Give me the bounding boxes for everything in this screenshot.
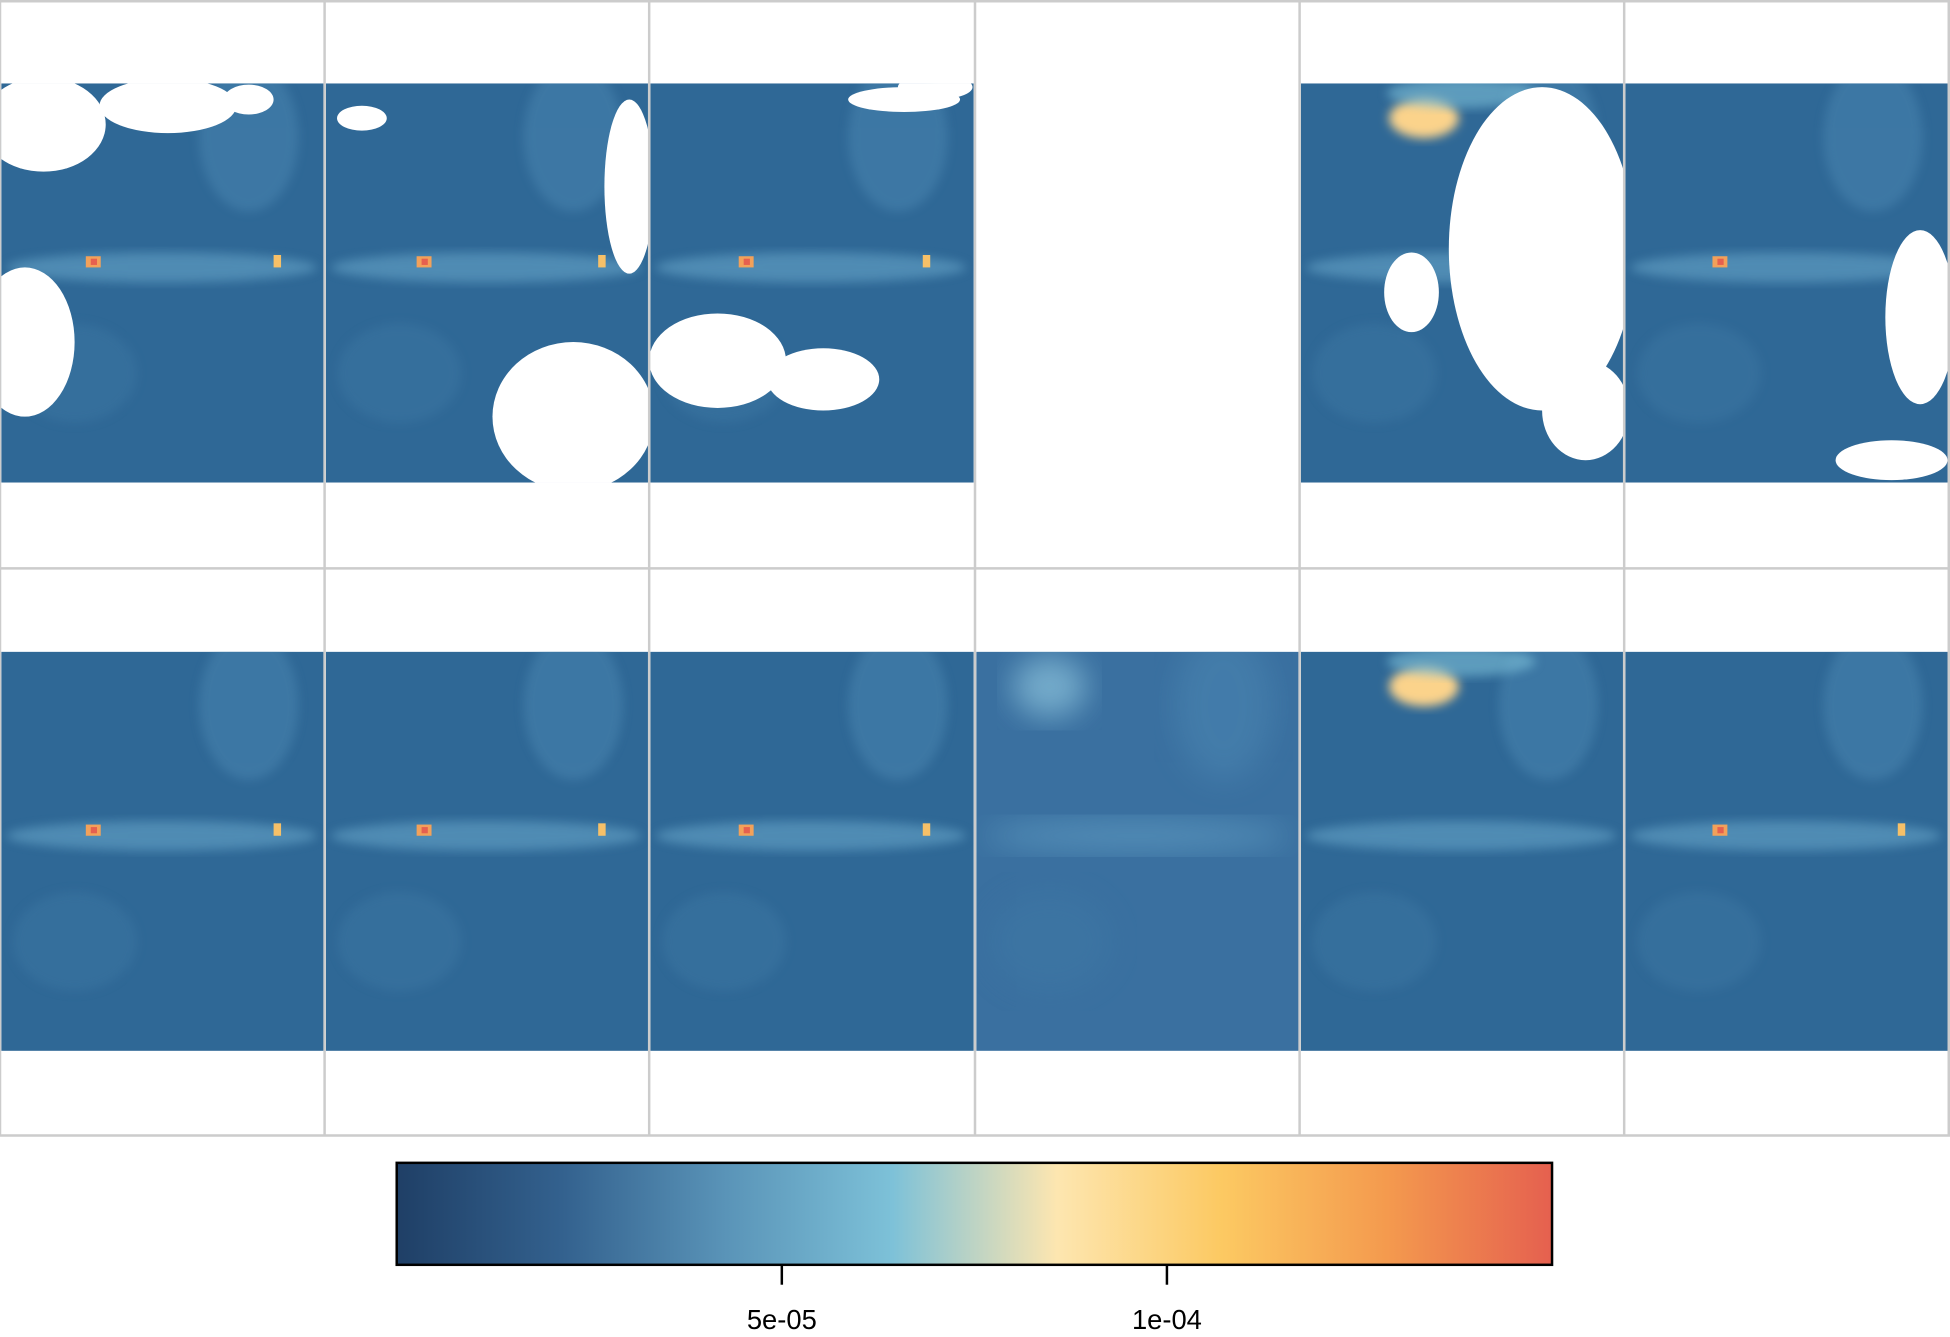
plume [1389, 98, 1459, 139]
map-panel [976, 651, 1300, 1051]
hotspot [273, 823, 282, 836]
missing-data [1542, 360, 1625, 461]
missing-data [897, 83, 973, 100]
plume-band [337, 323, 462, 423]
plume [1386, 83, 1536, 109]
plume-band [655, 252, 967, 283]
map-panel [1625, 651, 1949, 1051]
plume-band [1173, 651, 1274, 780]
plume-band [6, 820, 318, 851]
map-panel [1300, 651, 1625, 1051]
map-panel [1, 651, 325, 1051]
missing-data [1448, 87, 1625, 411]
panel-borders [0, 0, 1950, 1137]
hotspot [922, 254, 931, 268]
map-panel [1300, 83, 1625, 483]
map-panel [650, 83, 974, 483]
plume-band [523, 651, 624, 780]
plume [1386, 651, 1536, 677]
plume-band [661, 891, 786, 992]
plume-band [1823, 651, 1923, 780]
hotspot [1717, 827, 1724, 834]
plume-band [987, 891, 1112, 992]
colorbar: 5e-05 1e-04 [395, 1161, 1554, 1335]
plume-band [337, 891, 462, 992]
hotspot [421, 258, 428, 265]
plume-band [1823, 83, 1923, 212]
plume-band [848, 651, 948, 780]
map-panel [1625, 83, 1949, 483]
plume-band [981, 820, 1293, 851]
missing-data [1, 83, 106, 172]
colorbar-tick-label: 1e-04 [1132, 1304, 1202, 1335]
plume-band [1630, 820, 1942, 851]
hotspot [90, 827, 98, 834]
map-panel [325, 651, 650, 1051]
map-panel [650, 651, 974, 1051]
plume-band [1498, 651, 1599, 780]
plume-band [1305, 820, 1617, 851]
colorbar-tick-label: 5e-05 [747, 1304, 817, 1335]
hotspot [598, 254, 606, 268]
plume-band [12, 891, 137, 992]
plume-band [1636, 323, 1761, 423]
map-panels [1, 83, 1949, 1051]
hotspot [922, 823, 931, 836]
plume [1389, 666, 1459, 707]
hotspot [743, 258, 750, 265]
missing-data [492, 342, 650, 483]
missing-data [650, 313, 786, 408]
plume-band [1312, 323, 1437, 423]
colorbar-ramp [395, 1161, 1554, 1267]
plume-band [1312, 891, 1437, 992]
hotspot [743, 827, 750, 834]
missing-data [99, 83, 237, 134]
plume-band [1636, 891, 1761, 992]
plume [1012, 655, 1087, 718]
plume-band [655, 820, 967, 851]
missing-data [223, 84, 274, 115]
map-panel [325, 83, 650, 483]
plume-band [523, 83, 624, 212]
hotspot [421, 827, 428, 834]
missing-data [1384, 252, 1439, 333]
map-panel [1, 83, 325, 483]
plume-band [330, 820, 642, 851]
missing-data [337, 105, 387, 131]
hotspot [598, 823, 606, 836]
hotspot [1897, 823, 1906, 836]
hotspot [1717, 258, 1724, 265]
missing-data [1835, 440, 1948, 481]
plume-band [848, 83, 948, 212]
missing-data [1885, 230, 1949, 405]
hotspot [273, 254, 282, 268]
plume-band [6, 252, 318, 283]
plume-band [330, 252, 642, 283]
hotspot [90, 258, 98, 265]
missing-data [1, 267, 75, 417]
missing-data [767, 348, 880, 411]
missing-data [604, 99, 650, 274]
plume-band [198, 651, 299, 780]
plume-band [1630, 252, 1942, 283]
